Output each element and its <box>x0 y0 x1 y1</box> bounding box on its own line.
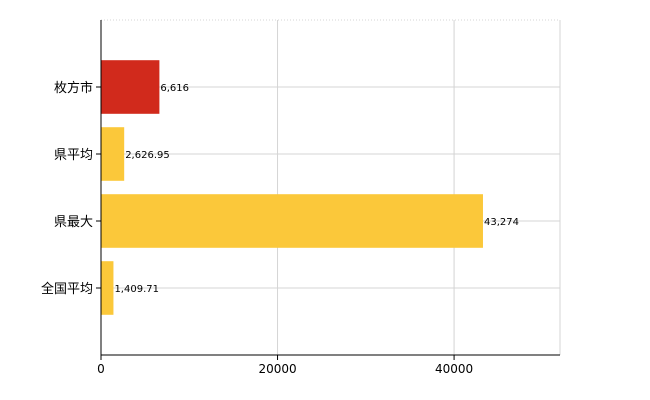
data-label: 2,626.95 <box>125 150 170 161</box>
x-tick-label: 40000 <box>435 362 473 376</box>
data-label: 1,409.71 <box>114 284 159 295</box>
bar <box>101 194 483 248</box>
bar <box>101 127 125 181</box>
category-label: 県平均 <box>54 148 93 163</box>
axes <box>100 20 560 356</box>
gridlines <box>101 19 561 355</box>
category-label: 県最大 <box>54 215 93 230</box>
category-label: 枚方市 <box>54 80 93 96</box>
x-tick-label: 20000 <box>258 362 296 376</box>
bar <box>101 261 114 315</box>
data-label: 43,274 <box>484 217 519 228</box>
bar <box>101 60 160 114</box>
bars <box>101 60 483 315</box>
labels: 枚方市 6,616 県平均 2,626.95 県最大 43,274 全国平均 1,409.71… <box>41 80 519 376</box>
category-label: 全国平均 <box>41 281 93 297</box>
x-tick-label: 0 <box>97 362 105 376</box>
data-label: 6,616 <box>160 83 189 94</box>
